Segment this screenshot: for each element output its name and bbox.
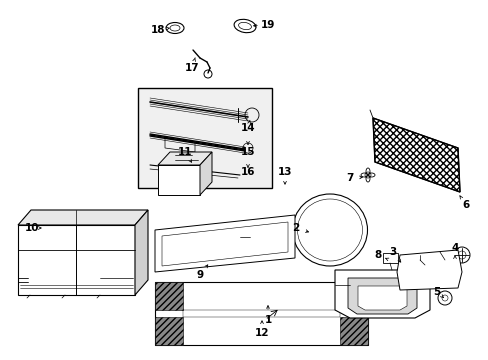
Text: 6: 6 bbox=[462, 200, 468, 210]
Circle shape bbox=[453, 247, 469, 263]
Text: 1: 1 bbox=[264, 315, 271, 325]
Polygon shape bbox=[155, 282, 183, 310]
Polygon shape bbox=[396, 250, 461, 290]
Polygon shape bbox=[382, 253, 397, 263]
Polygon shape bbox=[372, 118, 459, 192]
Polygon shape bbox=[339, 317, 367, 345]
Text: 18: 18 bbox=[150, 25, 165, 35]
Polygon shape bbox=[135, 210, 148, 295]
Text: 9: 9 bbox=[196, 270, 203, 280]
Text: 3: 3 bbox=[388, 247, 396, 257]
Polygon shape bbox=[18, 225, 135, 295]
Polygon shape bbox=[158, 152, 212, 165]
Text: 11: 11 bbox=[177, 147, 192, 157]
Text: 16: 16 bbox=[240, 167, 255, 177]
Text: 2: 2 bbox=[292, 223, 299, 233]
Text: 5: 5 bbox=[432, 287, 440, 297]
Text: 17: 17 bbox=[184, 63, 199, 73]
Text: 19: 19 bbox=[260, 20, 275, 30]
Polygon shape bbox=[18, 210, 148, 225]
Text: 13: 13 bbox=[277, 167, 292, 177]
Polygon shape bbox=[155, 317, 183, 345]
Polygon shape bbox=[357, 286, 406, 310]
Polygon shape bbox=[158, 165, 200, 195]
Circle shape bbox=[437, 291, 451, 305]
Polygon shape bbox=[347, 278, 416, 314]
Polygon shape bbox=[200, 152, 212, 195]
Text: 12: 12 bbox=[254, 328, 269, 338]
Text: 8: 8 bbox=[374, 250, 381, 260]
Ellipse shape bbox=[292, 194, 367, 266]
Polygon shape bbox=[339, 282, 367, 310]
Polygon shape bbox=[155, 215, 294, 272]
Text: 10: 10 bbox=[25, 223, 39, 233]
Polygon shape bbox=[138, 88, 271, 188]
Text: 4: 4 bbox=[450, 243, 458, 253]
Text: 14: 14 bbox=[240, 123, 255, 133]
Polygon shape bbox=[334, 270, 429, 318]
Polygon shape bbox=[155, 282, 367, 345]
Text: 7: 7 bbox=[346, 173, 353, 183]
Text: 15: 15 bbox=[240, 147, 255, 157]
